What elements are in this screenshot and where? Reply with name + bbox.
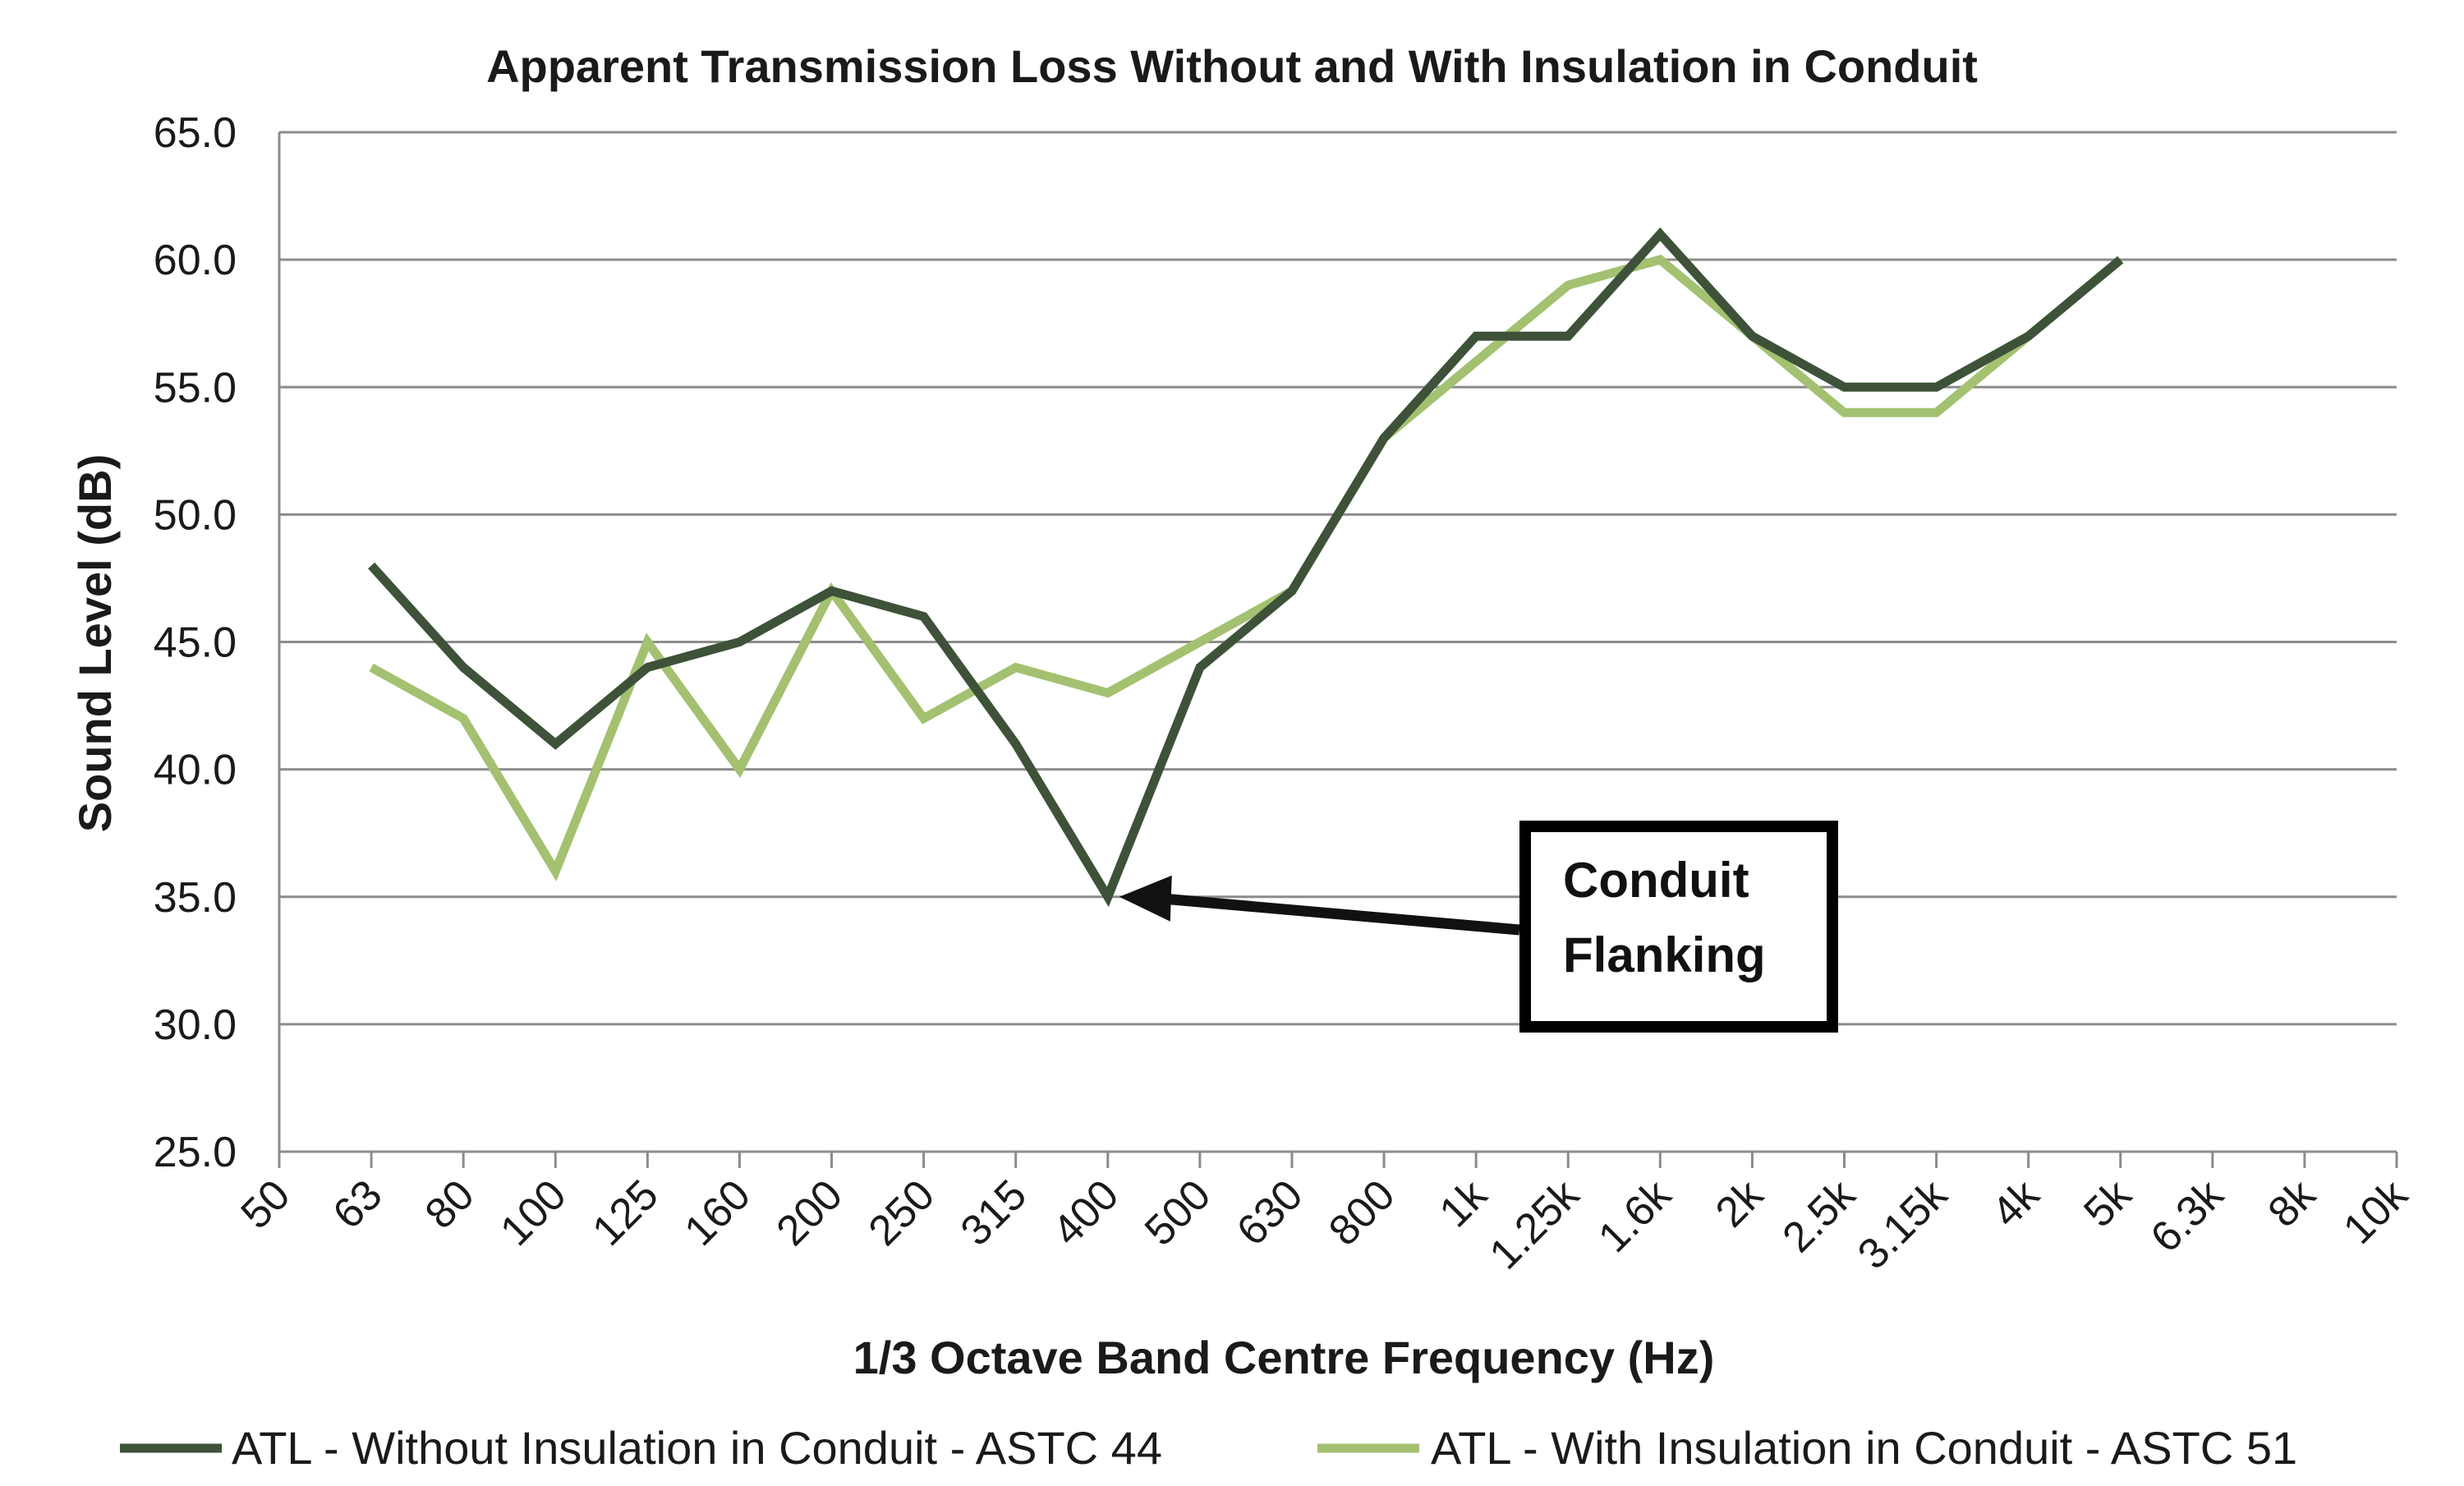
x-tick-label: 400 bbox=[1044, 1171, 1128, 1254]
x-tick-labels: 50 63 80 100 125 160 200 250 315 400 500 630 800 1k1.… bbox=[232, 1171, 2418, 1279]
x-tick-label: 6.3k bbox=[2142, 1171, 2233, 1262]
y-axis-label: Sound Level (dB) bbox=[69, 454, 121, 832]
legend-label-without-insulation: ATL - Without Insulation in Conduit - AS… bbox=[232, 1422, 1162, 1474]
y-tick-label: 60.0 bbox=[154, 237, 237, 284]
x-tick-label: 1k bbox=[1431, 1171, 1497, 1237]
x-axis-label: 1/3 Octave Band Centre Frequency (Hz) bbox=[853, 1332, 1715, 1383]
x-tick-label: 125 bbox=[583, 1171, 667, 1254]
series-line-without-insulation bbox=[368, 227, 2124, 908]
x-tick-label: 4k bbox=[1983, 1171, 2049, 1237]
y-tick-label: 40.0 bbox=[154, 747, 237, 794]
x-tick-label: 10k bbox=[2334, 1171, 2417, 1254]
legend: ATL - Without Insulation in Conduit - AS… bbox=[120, 1422, 2297, 1474]
axes bbox=[278, 132, 2398, 1168]
x-tick-label: 5k bbox=[2075, 1171, 2141, 1237]
annotation-conduit-flanking: Conduit Flanking bbox=[1119, 821, 1838, 1033]
y-tick-label: 45.0 bbox=[154, 619, 237, 667]
x-tick-label: 1.6k bbox=[1589, 1171, 1680, 1262]
x-tick-label: 160 bbox=[676, 1171, 760, 1254]
y-tick-label: 65.0 bbox=[154, 109, 237, 157]
x-tick-label: 1.25k bbox=[1481, 1171, 1589, 1279]
annotation-box bbox=[1519, 821, 1838, 1033]
x-tick-label: 3.15k bbox=[1849, 1171, 1957, 1279]
y-tick-label: 35.0 bbox=[154, 874, 237, 922]
x-tick-label: 315 bbox=[952, 1171, 1036, 1254]
y-tick-label: 25.0 bbox=[154, 1129, 237, 1176]
x-tick-label: 8k bbox=[2259, 1171, 2326, 1237]
x-tick-label: 2k bbox=[1707, 1171, 1773, 1237]
annotation-line-1: Conduit bbox=[1563, 853, 1749, 908]
series-line-with-insulation bbox=[369, 255, 2124, 882]
series-lines bbox=[368, 227, 2124, 908]
x-tick-label: 100 bbox=[491, 1171, 575, 1254]
x-tick-label: 800 bbox=[1320, 1171, 1404, 1254]
legend-label-with-insulation: ATL - With Insulation in Conduit - ASTC … bbox=[1431, 1422, 2297, 1474]
x-tick-label: 63 bbox=[324, 1171, 392, 1238]
y-tick-label: 30.0 bbox=[154, 1001, 237, 1049]
y-tick-label: 55.0 bbox=[154, 364, 237, 412]
x-tick-label: 80 bbox=[416, 1171, 484, 1238]
gridlines bbox=[279, 131, 2397, 1026]
annotation-line-2: Flanking bbox=[1563, 927, 1766, 982]
annotation-arrow-shaft bbox=[1160, 893, 1520, 936]
x-tick-label: 50 bbox=[232, 1171, 300, 1238]
x-tick-label: 200 bbox=[768, 1171, 852, 1254]
y-tick-labels: 25.0 30.0 35.0 40.0 45.0 50.0 55.0 60.0 65.0 bbox=[154, 109, 237, 1176]
annotation-arrow-head bbox=[1119, 875, 1172, 922]
y-tick-label: 50.0 bbox=[154, 491, 237, 539]
x-tick-label: 630 bbox=[1228, 1171, 1312, 1254]
x-tick-label: 250 bbox=[860, 1171, 944, 1254]
x-tick-label: 500 bbox=[1136, 1171, 1220, 1254]
chart-title: Apparent Transmission Loss Without and W… bbox=[486, 40, 1978, 92]
